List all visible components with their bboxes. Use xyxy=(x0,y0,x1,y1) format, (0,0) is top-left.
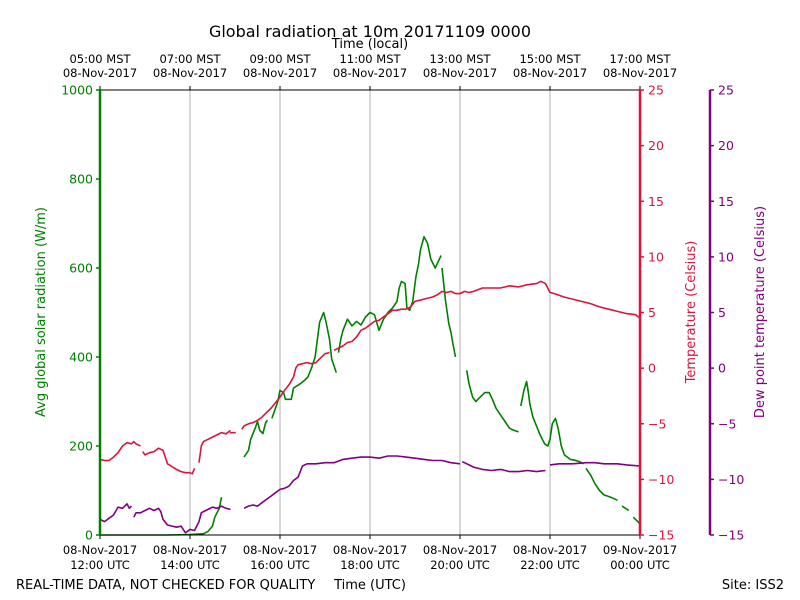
dewpoint-line-segment xyxy=(461,460,546,473)
x-tick-label-time: 16:00 UTC xyxy=(250,558,310,572)
top-tick-label-time: 05:00 MST xyxy=(69,52,131,66)
dewpoint-tick-label: 0 xyxy=(718,361,726,376)
temperature-tick-label: 5 xyxy=(648,305,656,320)
top-tick-label-date: 08-Nov-2017 xyxy=(153,66,227,80)
top-tick-label-time: 07:00 MST xyxy=(159,52,221,66)
top-tick-label-time: 13:00 MST xyxy=(429,52,491,66)
dewpoint-tick-label: 15 xyxy=(718,194,734,209)
x-tick-label-date: 08-Nov-2017 xyxy=(513,543,587,557)
temperature-line-segment xyxy=(198,429,231,463)
dewpoint-axis: −15 −10 −5 0 5 10 15 20 25 xyxy=(708,83,744,543)
radiation-tick-label: 800 xyxy=(69,172,93,187)
x-tick-label-date: 08-Nov-2017 xyxy=(63,543,137,557)
dewpoint-tick-label: 20 xyxy=(718,138,734,153)
x-tick-label-date: 08-Nov-2017 xyxy=(423,543,497,557)
x-tick-label-time: 20:00 UTC xyxy=(430,558,490,572)
temperature-line-segment xyxy=(333,280,641,352)
dewpoint-tick-label: 5 xyxy=(718,305,726,320)
x-tick-label-date: 08-Nov-2017 xyxy=(243,543,317,557)
temperature-tick-label: 20 xyxy=(648,138,664,153)
radiation-tick-label: 600 xyxy=(69,261,93,276)
radiation-tick-label: 1000 xyxy=(61,83,93,98)
radiation-line-segment xyxy=(100,497,223,536)
chart-title: Global radiation at 10m 20171109 0000 xyxy=(209,22,531,41)
temperature-tick-label: −10 xyxy=(648,472,674,487)
radiation-line-segment xyxy=(585,467,618,502)
radiation-axis-label: Avg global solar radiation (W/m) xyxy=(34,207,49,417)
footer-site-label: Site: ISS2 xyxy=(722,578,784,593)
x-tick-label-date: 09-Nov-2017 xyxy=(603,543,677,557)
dewpoint-tick-label: 10 xyxy=(718,249,734,264)
series-temperature xyxy=(99,280,641,475)
footer-quality-note: REAL-TIME DATA, NOT CHECKED FOR QUALITY xyxy=(16,578,315,593)
top-tick-label-time: 15:00 MST xyxy=(519,52,581,66)
temperature-tick-label: 0 xyxy=(648,361,656,376)
radiation-line-segment xyxy=(271,311,338,419)
radiation-line-segment xyxy=(621,505,630,512)
radiation-tick-label: 0 xyxy=(85,528,93,543)
temperature-line-segment xyxy=(241,351,330,430)
temperature-tick-label: 10 xyxy=(648,249,664,264)
dewpoint-axis-label: Dew point temperature (Celsius) xyxy=(753,206,768,418)
top-tick-label-date: 08-Nov-2017 xyxy=(603,66,677,80)
x-tick-label-time: 00:00 UTC xyxy=(610,558,670,572)
x-tick-label-time: 12:00 UTC xyxy=(70,558,130,572)
dewpoint-tick-label: 25 xyxy=(718,83,734,98)
dewpoint-line-segment xyxy=(549,461,641,467)
temperature-axis-label: Temperature (Celsius) xyxy=(684,241,699,385)
x-tick-label-time: 18:00 UTC xyxy=(340,558,400,572)
top-tick-label-time: 09:00 MST xyxy=(249,52,311,66)
radiation-line-segment xyxy=(243,419,269,458)
series-dewpoint xyxy=(99,455,641,534)
radiation-line-segment xyxy=(441,267,457,358)
radiation-line-segment xyxy=(337,236,442,353)
top-tick-label-date: 08-Nov-2017 xyxy=(333,66,407,80)
top-tick-label-time: 17:00 MST xyxy=(609,52,671,66)
radiation-tick-label: 400 xyxy=(69,350,93,365)
temperature-tick-label: −5 xyxy=(648,416,666,431)
x-tick-label-time: 22:00 UTC xyxy=(520,558,580,572)
temperature-line-segment xyxy=(142,447,196,475)
top-tick-label-date: 08-Nov-2017 xyxy=(243,66,317,80)
x-tick-label-time: 14:00 UTC xyxy=(160,558,220,572)
top-tick-label-date: 08-Nov-2017 xyxy=(423,66,497,80)
top-tick-label-date: 08-Nov-2017 xyxy=(513,66,587,80)
dewpoint-tick-label: −5 xyxy=(718,416,736,431)
top-axis-label: Time (local) xyxy=(331,37,408,52)
x-tick-label-date: 08-Nov-2017 xyxy=(153,543,227,557)
dewpoint-line-segment xyxy=(243,455,461,510)
temperature-line-segment xyxy=(99,440,141,462)
dewpoint-line-segment xyxy=(99,502,133,523)
top-tick-label-time: 11:00 MST xyxy=(339,52,401,66)
radiation-line-segment xyxy=(465,370,519,433)
temperature-axis: −15 −10 −5 0 5 10 15 20 25 xyxy=(638,83,674,543)
top-tick-label-date: 08-Nov-2017 xyxy=(63,66,137,80)
radiation-axis: 0 200 400 600 800 1000 xyxy=(61,83,102,543)
dewpoint-tick-label: −10 xyxy=(718,472,744,487)
x-axis-label: Time (UTC) xyxy=(333,578,406,593)
x-tick-label-date: 08-Nov-2017 xyxy=(333,543,407,557)
temperature-tick-label: 25 xyxy=(648,83,664,98)
temperature-tick-label: −15 xyxy=(648,528,674,543)
radiation-line-segment xyxy=(520,380,585,465)
dewpoint-tick-label: −15 xyxy=(718,528,744,543)
dewpoint-line-segment xyxy=(133,505,231,534)
radiation-tick-label: 200 xyxy=(69,439,93,454)
temperature-tick-label: 15 xyxy=(648,194,664,209)
